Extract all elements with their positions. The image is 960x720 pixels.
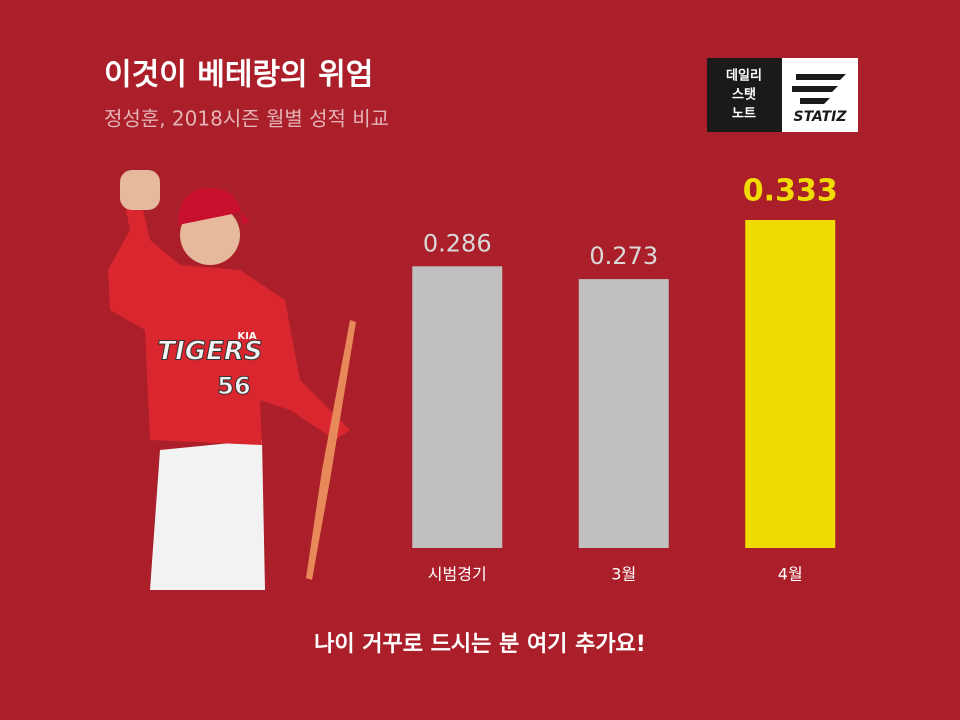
bar [578, 279, 669, 548]
x-tick-label: 시범경기 [428, 565, 487, 584]
logo: 데일리 스탯 노트 STATIZ [707, 58, 858, 132]
jersey-number: 56 [217, 372, 250, 400]
hand [120, 170, 160, 210]
logo-text: 스탯 [732, 87, 756, 103]
value-label: 0.333 [743, 174, 838, 209]
logo-text: 노트 [732, 107, 756, 122]
logo-brand: STATIZ [794, 109, 848, 125]
logo-text: 데일리 [726, 68, 762, 84]
helmet [178, 188, 250, 225]
footer: 나이 거꾸로 드시는 분 여기 추가요! [314, 632, 646, 657]
x-tick-label: 3월 [611, 565, 636, 584]
logo-light [782, 58, 858, 132]
pants [150, 440, 265, 590]
jersey-team: KIA [237, 331, 256, 342]
jersey [108, 175, 350, 445]
value-label: 0.286 [423, 229, 492, 257]
bar [745, 220, 836, 548]
player-photo: KIA TIGERS 56 [108, 170, 356, 590]
jersey-text: TIGERS [157, 337, 262, 367]
bar [412, 266, 503, 548]
logo-dark [707, 58, 782, 132]
value-label: 0.273 [589, 242, 658, 270]
x-tick-label: 4월 [778, 565, 803, 584]
chart-subtitle: 정성훈, 2018시즌 월별 성적 비교 [104, 107, 389, 131]
bat [306, 320, 356, 580]
chart-title: 이것이 베테랑의 위엄 [104, 58, 373, 93]
logo-icon [792, 74, 846, 104]
